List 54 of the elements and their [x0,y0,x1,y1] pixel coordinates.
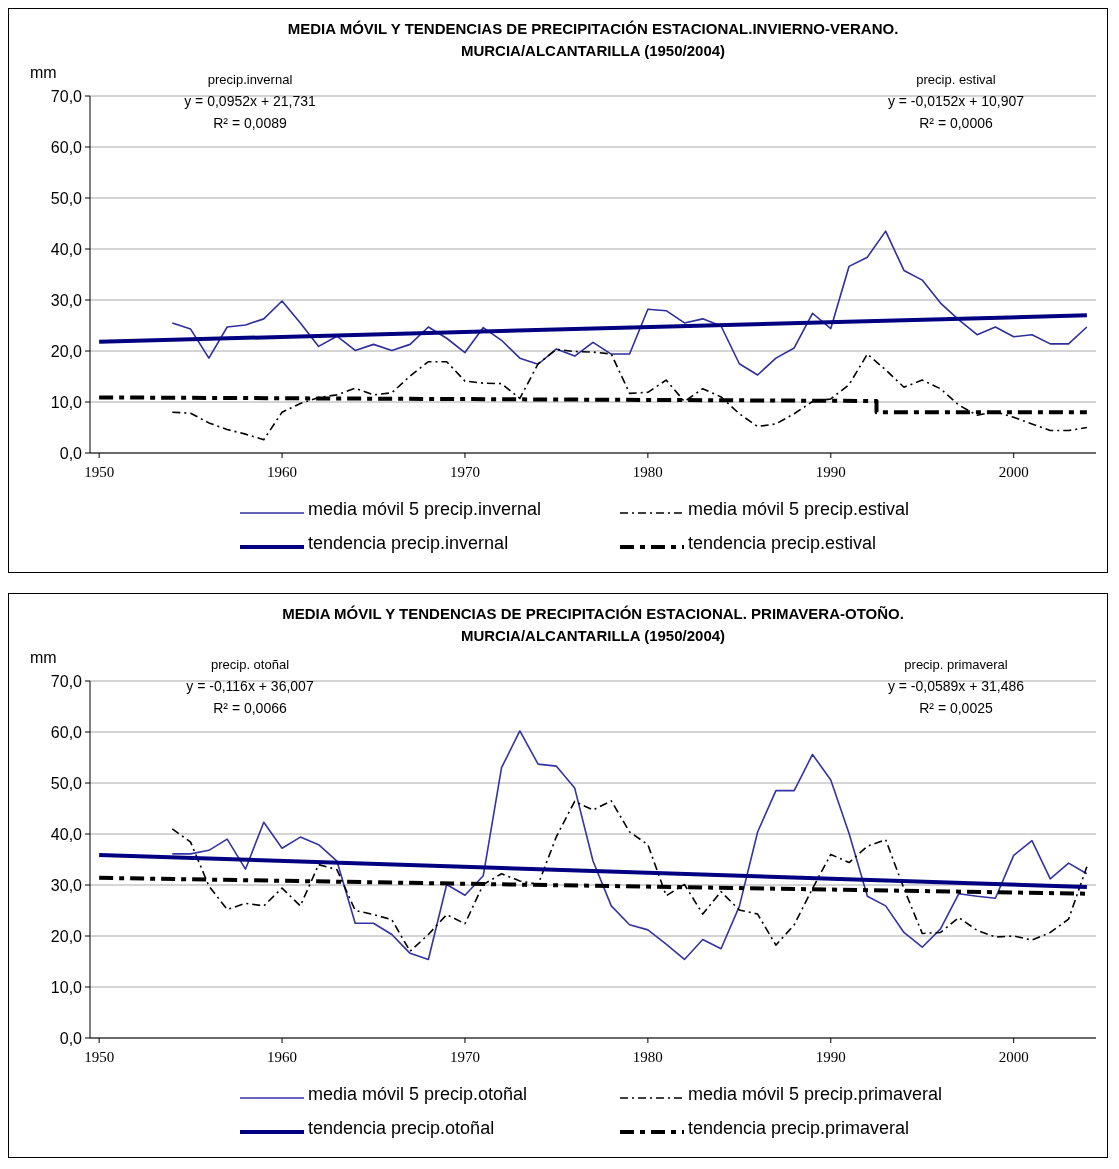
y-tick-label: 50,0 [50,774,83,792]
legend-label: media móvil 5 precip.invernal [308,498,542,519]
annotation: y = -0,116x + 36,007 [186,678,314,694]
y-tick-label: 10,0 [50,393,83,411]
y-tick-label: 20,0 [50,342,83,360]
text: precip. estival [916,72,996,87]
y-tick-label: 20,0 [50,927,83,945]
x-tick-label: 1950 [84,464,115,480]
legend-label: tendencia precip.estival [688,532,877,553]
legend-label: tendencia precip.invernal [308,532,509,553]
annotation: y = -0,0589x + 31,486 [887,678,1025,694]
legend-label: media móvil 5 precip.primaveral [688,1083,943,1104]
annotation: R² = 0,0006 [919,115,993,131]
y-tick-label: 0,0 [59,444,83,462]
x-tick-label: 1960 [267,464,298,480]
legend-label: media móvil 5 precip.estival [688,498,910,519]
x-tick-label: 1970 [449,1049,480,1065]
y-tick-label: 40,0 [50,240,83,258]
x-tick-label: 2000 [998,1049,1029,1065]
y-axis-title: mm [30,64,57,81]
line-series [171,730,1088,961]
y-tick-label: 30,0 [50,291,83,309]
y-tick-label: 30,0 [50,876,83,894]
x-tick-label: 1980 [632,1049,663,1065]
annotation: y = 0,0952x + 21,731 [184,93,316,109]
y-tick-label: 0,0 [59,1029,83,1047]
text: precip. otoñal [210,657,290,672]
x-tick-label: 1990 [815,464,846,480]
annotation: y = -0,0152x + 10,907 [887,93,1025,109]
y-tick-label: 10,0 [50,978,83,996]
legend-label: media móvil 5 precip.otoñal [308,1083,528,1104]
y-tick-label: 70,0 [50,672,83,690]
annotation: R² = 0,0066 [213,700,287,716]
annotation: R² = 0,0089 [213,115,287,131]
x-tick-label: 1980 [632,464,663,480]
x-tick-label: 1960 [267,1049,298,1065]
legend-label: tendencia precip.primaveral [688,1117,910,1138]
x-tick-label: 1970 [449,464,480,480]
y-tick-label: 70,0 [50,87,83,105]
line-series [171,230,1088,376]
y-tick-label: 60,0 [50,138,83,156]
chart-title: MEDIA MÓVIL Y TENDENCIAS DE PRECIPITACIÓN ESTACIONAL.INVIERNO-VERANO. MURCIA/ALCANTARILLA (1950/2004) [287,20,899,59]
x-tick-label: 1950 [84,1049,115,1065]
y-tick-label: 40,0 [50,825,83,843]
legend-label: tendencia precip.otoñal [308,1117,495,1138]
y-tick-label: 50,0 [50,189,83,207]
annotation: R² = 0,0025 [919,700,993,716]
x-tick-label: 1990 [815,1049,846,1065]
x-tick-label: 2000 [998,464,1029,480]
text: precip.invernal [207,72,293,87]
y-tick-label: 60,0 [50,723,83,741]
chart-title: MEDIA MÓVIL Y TENDENCIAS DE PRECIPITACIÓN ESTACIONAL. PRIMAVERA-OTOÑO. MURCIA/ALCANTARILLA (1950/2004) [282,605,904,644]
y-axis-title: mm [30,649,57,666]
text: precip. primaveral [904,657,1008,672]
